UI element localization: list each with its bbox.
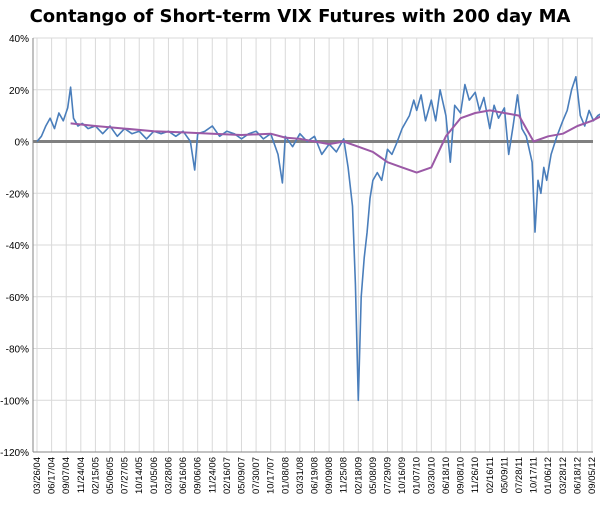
x-tick-label: 09/06/06 (193, 457, 204, 494)
x-tick-label: 10/17/11 (529, 457, 540, 493)
x-tick-label: 07/30/07 (251, 457, 262, 494)
x-tick-label: 06/16/06 (178, 457, 189, 494)
x-tick-label: 05/08/09 (368, 457, 379, 494)
y-tick-label: -20% (6, 189, 29, 200)
x-tick-label: 03/31/08 (295, 457, 306, 494)
x-tick-label: 02/16/07 (222, 457, 233, 494)
x-tick-label: 09/08/10 (456, 457, 467, 494)
x-tick-label: 03/28/06 (163, 457, 174, 494)
x-tick-label: 06/19/08 (310, 457, 321, 494)
x-tick-label: 10/14/05 (134, 457, 145, 494)
x-tick-label: 11/26/10 (470, 457, 481, 493)
x-tick-label: 05/06/05 (105, 457, 116, 494)
x-tick-label: 05/09/11 (499, 457, 510, 493)
series-contango-line (36, 76, 600, 402)
series-ma-line (70, 109, 600, 174)
y-tick-label: -40% (6, 241, 29, 252)
x-tick-label: 07/29/09 (383, 457, 394, 494)
x-tick-label: 11/24/06 (207, 457, 218, 493)
y-tick-label: -120% (0, 448, 29, 459)
x-tick-label: 01/06/12 (543, 457, 554, 494)
y-tick-label: -80% (6, 345, 29, 356)
x-tick-label: 05/09/07 (236, 457, 247, 494)
x-tick-label: 06/17/04 (47, 457, 58, 494)
x-tick-label: 07/28/11 (514, 457, 525, 493)
y-tick-label: 20% (9, 86, 29, 97)
x-tick-label: 03/28/12 (558, 457, 569, 494)
x-tick-label: 03/30/10 (426, 457, 437, 494)
x-tick-label: 11/24/04 (76, 457, 87, 493)
x-tick-label: 09/09/08 (324, 457, 335, 494)
x-tick-label: 06/18/12 (572, 457, 583, 494)
x-tick-label: 01/05/06 (149, 457, 160, 494)
y-tick-label: 40% (9, 34, 29, 45)
x-tick-label: 09/05/12 (587, 457, 598, 494)
x-tick-label: 02/16/11 (485, 457, 496, 493)
x-tick-label: 07/27/05 (120, 457, 131, 494)
chart-title: Contango of Short-term VIX Futures with … (29, 6, 571, 27)
y-tick-label: 0% (15, 138, 30, 149)
x-tick-label: 11/25/08 (339, 457, 350, 493)
y-tick-label: -100% (0, 396, 29, 407)
x-tick-label: 03/26/04 (32, 457, 43, 494)
x-tick-label: 02/18/09 (353, 457, 364, 494)
x-tick-label: 09/07/04 (61, 457, 72, 494)
x-tick-label: 06/18/10 (441, 457, 452, 494)
x-tick-label: 10/17/07 (266, 457, 277, 494)
x-tick-label: 01/08/08 (280, 457, 291, 494)
x-tick-label: 10/16/09 (397, 457, 408, 494)
y-tick-label: -60% (6, 293, 29, 304)
x-tick-label: 02/15/05 (90, 457, 101, 494)
x-tick-label: 01/07/10 (412, 457, 423, 494)
